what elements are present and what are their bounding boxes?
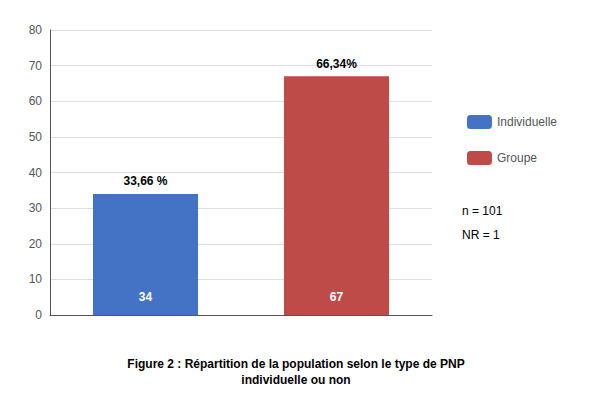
svg-text:n = 101: n = 101 (462, 204, 503, 218)
svg-text:33,66 %: 33,66 % (123, 174, 167, 188)
svg-text:0: 0 (35, 308, 42, 322)
svg-text:40: 40 (29, 166, 43, 180)
svg-text:10: 10 (29, 272, 43, 286)
svg-text:67: 67 (330, 290, 344, 304)
svg-text:80: 80 (29, 23, 43, 37)
svg-text:Groupe: Groupe (497, 151, 537, 165)
svg-text:20: 20 (29, 237, 43, 251)
svg-text:34: 34 (139, 290, 153, 304)
svg-text:60: 60 (29, 94, 43, 108)
svg-text:Individuelle: Individuelle (497, 115, 557, 129)
svg-text:66,34%: 66,34% (316, 57, 357, 71)
svg-text:Figure 2 : Répartition de la p: Figure 2 : Répartition de la population … (127, 357, 464, 371)
svg-text:50: 50 (29, 130, 43, 144)
svg-text:NR = 1: NR = 1 (462, 228, 500, 242)
svg-text:30: 30 (29, 201, 43, 215)
svg-text:individuelle ou non: individuelle ou non (241, 373, 350, 387)
svg-text:70: 70 (29, 59, 43, 73)
